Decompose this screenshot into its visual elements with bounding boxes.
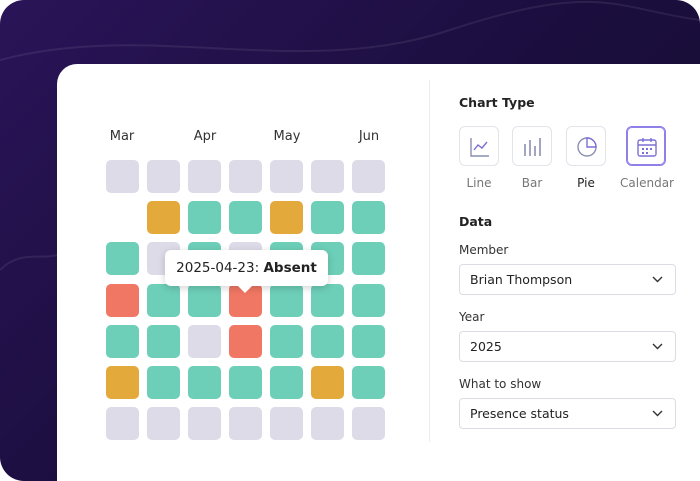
day-cell[interactable] [270,160,303,193]
day-cell[interactable] [311,366,344,399]
section-title: Data [459,214,493,229]
day-cell[interactable] [352,160,385,193]
day-cell[interactable] [311,201,344,235]
day-cell[interactable] [352,324,385,358]
day-cell[interactable] [147,366,180,399]
month-label: Apr [193,129,217,144]
icon [637,138,657,157]
divider [429,80,430,442]
day-cell[interactable] [147,160,180,193]
chevron [652,410,663,417]
month-label: Jun [358,129,380,144]
month-label: Mar [109,129,135,144]
day-cell[interactable] [188,201,221,235]
day-cell[interactable] [352,407,385,441]
chart-type-label: Calendar [620,176,674,190]
tooltip: 2025-04-23: Absent [165,250,328,293]
day-cell[interactable] [352,283,385,317]
day-cell[interactable] [188,160,221,193]
tooltip-status: Absent [263,260,317,276]
chart-type-button[interactable] [512,126,552,166]
day-cell[interactable] [352,201,385,235]
day-cell[interactable] [229,201,262,235]
chevron [652,276,663,283]
day-cell[interactable] [106,242,139,276]
section-title: Chart Type [459,95,535,110]
dropdown[interactable]: Brian Thompson [459,264,676,295]
day-cell[interactable] [188,366,221,399]
day-cell[interactable] [106,407,139,441]
day-cell[interactable] [106,283,139,317]
day-cell[interactable] [311,160,344,193]
chart-type-label: Line [466,176,492,190]
day-cell[interactable] [229,160,262,193]
day-cell[interactable] [147,283,180,317]
tooltip-date: 2025-04-23: [176,260,260,276]
day-cell[interactable] [188,283,221,317]
icon [470,138,489,157]
day-cell[interactable] [311,324,344,358]
dropdown[interactable]: 2025 [459,331,676,362]
chart-type-button-selected[interactable] [626,126,666,166]
field-label: What to show [459,377,542,391]
dropdown-value: Brian Thompson [470,272,573,287]
day-cell[interactable] [106,160,139,193]
chart-type-button[interactable] [566,126,606,166]
icon [577,137,597,157]
chart-type-label: Pie [577,176,595,190]
day-cell[interactable] [352,242,385,276]
field-label: Year [459,310,485,324]
day-cell[interactable] [229,407,262,441]
day-cell[interactable] [270,407,303,441]
day-cell[interactable] [188,407,221,441]
field-label: Member [459,243,509,257]
icon [524,138,541,156]
day-cell[interactable] [270,283,303,317]
day-cell[interactable] [270,324,303,358]
chart-type-button[interactable] [459,126,499,166]
dropdown[interactable]: Presence status [459,398,676,429]
day-cell[interactable] [147,407,180,441]
day-cell[interactable] [106,324,139,358]
chevron [652,343,663,350]
day-cell[interactable] [229,366,262,399]
chart-type-label: Bar [521,176,543,190]
day-cell[interactable] [147,324,180,358]
day-cell[interactable] [270,201,303,235]
day-cell[interactable] [352,366,385,399]
dropdown-value: Presence status [470,406,569,421]
day-cell[interactable] [106,366,139,399]
day-cell[interactable] [188,324,221,358]
month-label: May [273,129,301,144]
day-cell[interactable] [311,407,344,441]
day-cell[interactable] [147,201,180,235]
dropdown-value: 2025 [470,339,502,354]
day-cell[interactable] [270,366,303,399]
day-cell[interactable] [229,324,262,358]
day-cell[interactable] [311,283,344,317]
